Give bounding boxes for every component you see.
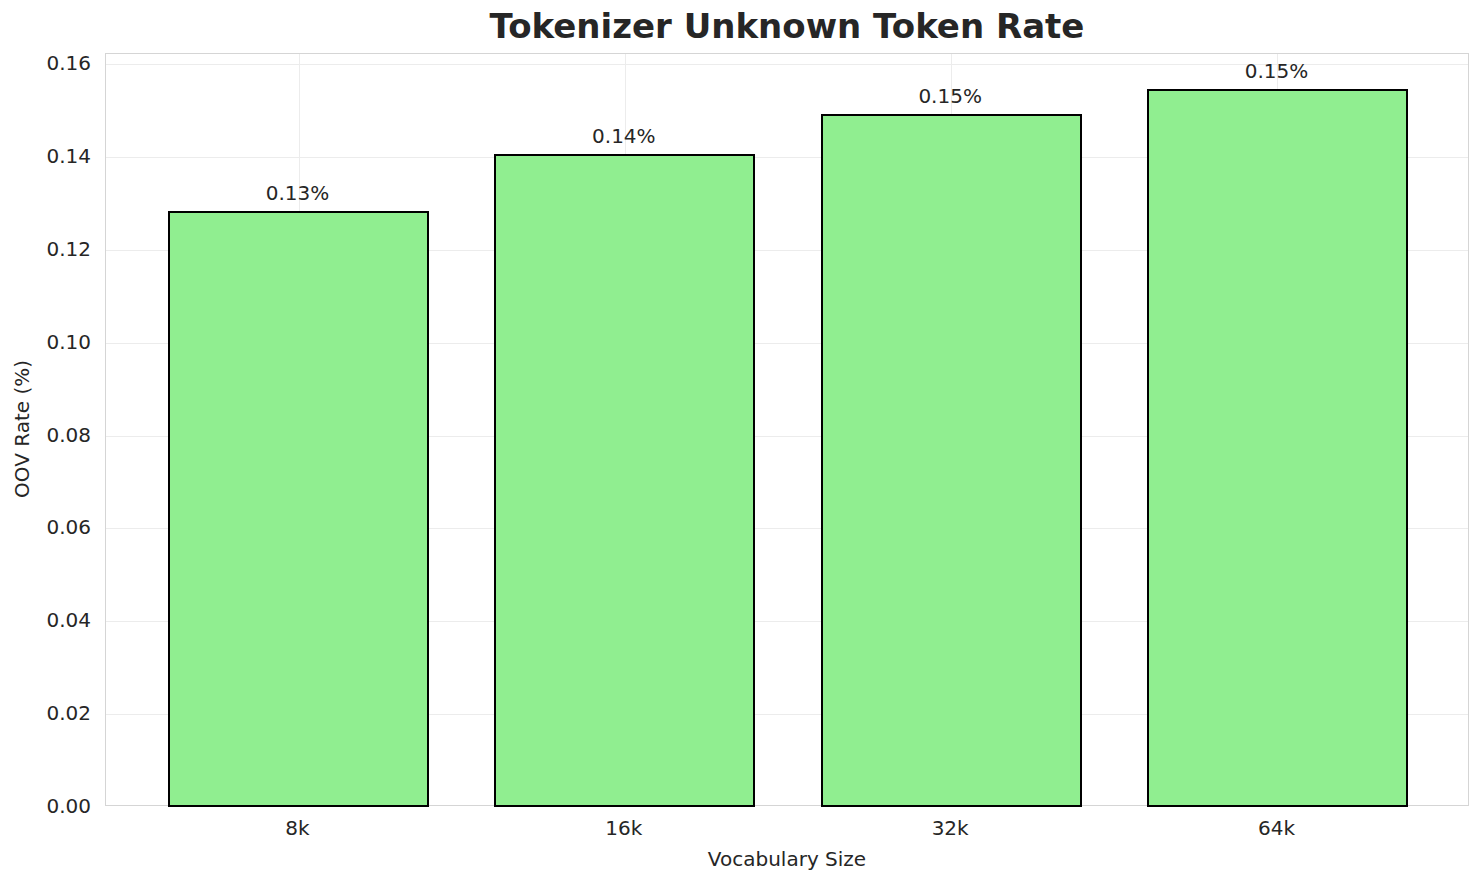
y-tick-label: 0.04 [21, 608, 91, 632]
bar-8k [168, 211, 429, 807]
figure: Tokenizer Unknown Token Rate OOV Rate (%… [0, 0, 1484, 885]
bar-64k [1147, 89, 1408, 807]
y-tick-label: 0.10 [21, 330, 91, 354]
y-tick-label: 0.06 [21, 515, 91, 539]
bar-value-label: 0.15% [1245, 59, 1309, 83]
y-tick-label: 0.02 [21, 701, 91, 725]
x-tick-label: 64k [1258, 816, 1295, 840]
x-tick-label: 8k [285, 816, 309, 840]
y-tick-label: 0.08 [21, 423, 91, 447]
plot-area [105, 53, 1469, 806]
x-tick-label: 32k [932, 816, 969, 840]
x-axis-label: Vocabulary Size [105, 847, 1469, 871]
bar-value-label: 0.14% [592, 124, 656, 148]
bar-value-label: 0.15% [918, 84, 982, 108]
bar-16k [494, 154, 755, 807]
y-tick-label: 0.00 [21, 794, 91, 818]
bar-32k [821, 114, 1082, 807]
y-tick-label: 0.14 [21, 144, 91, 168]
y-tick-label: 0.16 [21, 51, 91, 75]
chart-title: Tokenizer Unknown Token Rate [105, 6, 1469, 46]
x-tick-label: 16k [605, 816, 642, 840]
bar-value-label: 0.13% [266, 181, 330, 205]
y-tick-label: 0.12 [21, 237, 91, 261]
